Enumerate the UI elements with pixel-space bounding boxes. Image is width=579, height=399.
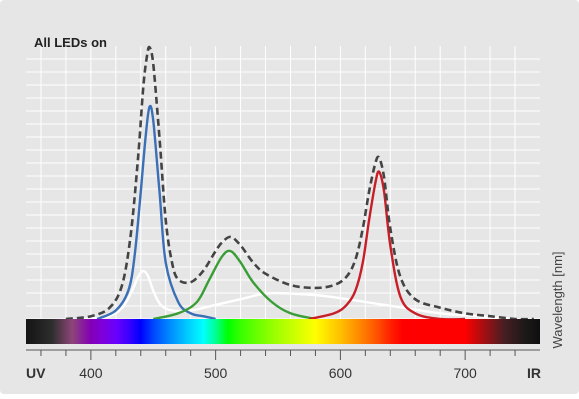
series-layer [65,45,534,321]
chart-title: All LEDs on [34,35,107,50]
series-line-red [308,170,466,321]
x-tick-label: 600 [329,365,353,381]
x-tick-label: 400 [79,365,103,381]
series-line-total [65,45,534,321]
x-axis-label: Wavelength [nm] [550,251,565,348]
series-line-green [153,249,316,321]
uv-label: UV [26,365,46,381]
ir-label: IR [527,365,541,381]
series-line-white [84,269,516,321]
spectrum-bar [26,319,540,344]
series-line-blue [96,104,216,321]
x-tick-label: 500 [204,365,228,381]
x-axis: 400 500 600 700 [26,349,540,381]
x-tick-label: 700 [453,365,477,381]
